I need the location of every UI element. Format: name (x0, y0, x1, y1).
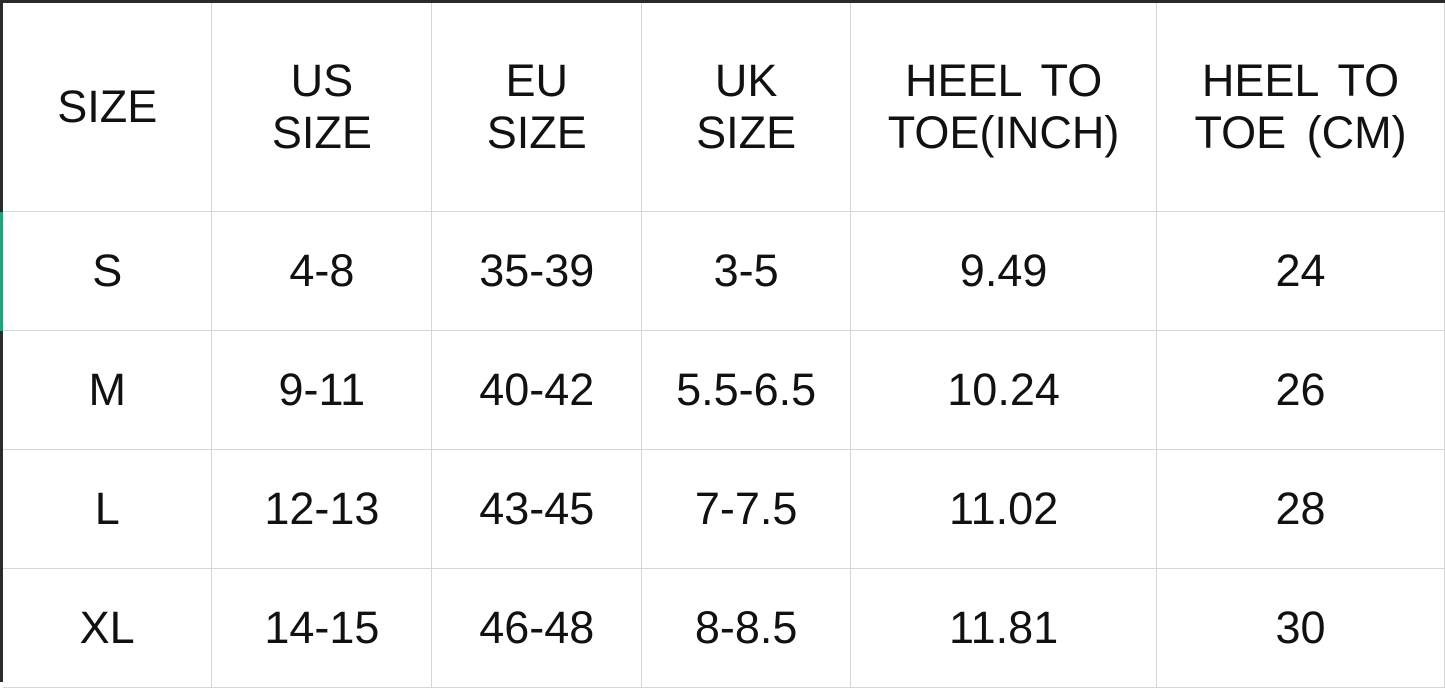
header-text: SIZE (57, 81, 158, 132)
header-row: SIZE US SIZE EU SIZE UK SIZE HEEL TO TOE(INCH) HE… (3, 3, 1445, 212)
cell-uk-size: 5.5-6.5 (641, 330, 852, 450)
cell-heel-to-toe-cm: 30 (1156, 568, 1445, 688)
header-cell-heel-to-toe-cm: HEEL TO TOE (CM) (1156, 3, 1445, 212)
cell-heel-to-toe-inch: 11.81 (850, 568, 1158, 688)
cell-size: XL (3, 568, 213, 688)
cell-eu-size: 43-45 (431, 449, 643, 569)
cell-heel-to-toe-cm: 26 (1156, 330, 1445, 450)
cell-heel-to-toe-inch: 11.02 (850, 449, 1158, 569)
cell-heel-to-toe-cm: 24 (1156, 211, 1445, 331)
selected-row-indicator (0, 212, 3, 331)
cell-us-size: 12-13 (211, 449, 433, 569)
table-row: L 12-13 43-45 7-7.5 11.02 28 (3, 449, 1445, 569)
cell-eu-size: 40-42 (431, 330, 643, 450)
cell-us-size: 9-11 (211, 330, 433, 450)
header-text: HEEL TO (904, 55, 1103, 106)
table-row: M 9-11 40-42 5.5-6.5 10.24 26 (3, 330, 1445, 450)
header-cell-us-size: US SIZE (211, 3, 433, 212)
cell-uk-size: 7-7.5 (641, 449, 852, 569)
size-chart-table: SIZE US SIZE EU SIZE UK SIZE HEEL TO TOE(INCH) HE… (3, 3, 1445, 688)
cell-size: L (3, 449, 213, 569)
cell-eu-size: 46-48 (431, 568, 643, 688)
cell-heel-to-toe-inch: 9.49 (850, 211, 1158, 331)
header-cell-uk-size: UK SIZE (641, 3, 852, 212)
header-cell-heel-to-toe-inch: HEEL TO TOE(INCH) (850, 3, 1158, 212)
header-cell-eu-size: EU SIZE (431, 3, 643, 212)
header-cell-size: SIZE (3, 3, 213, 212)
table-row: S 4-8 35-39 3-5 9.49 24 (3, 211, 1445, 331)
header-text: SIZE (271, 107, 372, 158)
cell-heel-to-toe-cm: 28 (1156, 449, 1445, 569)
header-text: US (290, 55, 354, 106)
cell-us-size: 4-8 (211, 211, 433, 331)
header-text: UK (714, 55, 778, 106)
cell-uk-size: 3-5 (641, 211, 852, 331)
cell-eu-size: 35-39 (431, 211, 643, 331)
cell-uk-size: 8-8.5 (641, 568, 852, 688)
header-text: TOE(INCH) (887, 107, 1120, 158)
cell-size: S (3, 211, 213, 331)
cell-size: M (3, 330, 213, 450)
header-text: SIZE (486, 107, 587, 158)
header-text: HEEL TO (1201, 55, 1400, 106)
header-text: TOE (CM) (1194, 107, 1407, 158)
cell-heel-to-toe-inch: 10.24 (850, 330, 1158, 450)
header-text: SIZE (696, 107, 797, 158)
header-text: EU (505, 55, 569, 106)
table-row: XL 14-15 46-48 8-8.5 11.81 30 (3, 568, 1445, 688)
cell-us-size: 14-15 (211, 568, 433, 688)
